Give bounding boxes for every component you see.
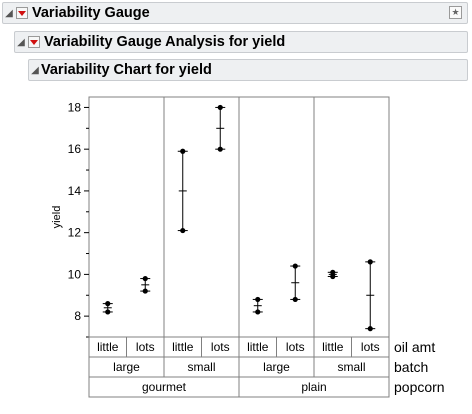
- factor-level-label: little: [322, 340, 344, 354]
- pin-icon[interactable]: ★: [449, 6, 462, 19]
- red-triangle-menu-icon[interactable]: [28, 36, 40, 48]
- data-point: [367, 259, 373, 265]
- factor-level-label: large: [113, 360, 140, 374]
- factor-level-label: little: [247, 340, 269, 354]
- data-point: [105, 301, 111, 307]
- data-point: [255, 309, 261, 315]
- factor-level-label: lots: [361, 340, 380, 354]
- data-point: [330, 269, 336, 275]
- factor-name: popcorn: [394, 379, 445, 395]
- outline-title: Variability Chart for yield: [41, 62, 212, 78]
- data-point: [142, 275, 148, 282]
- triangle-down-icon[interactable]: ◢: [31, 64, 39, 76]
- data-point: [255, 296, 261, 303]
- factor-level-label: small: [187, 360, 215, 374]
- data-point: [330, 273, 336, 280]
- triangle-down-icon[interactable]: ◢: [5, 7, 13, 19]
- y-tick-label: 10: [68, 267, 82, 281]
- data-point: [105, 309, 111, 315]
- factor-level-label: lots: [286, 340, 305, 354]
- outline-header-gauge-analysis[interactable]: ◢ Variability Gauge Analysis for yield: [14, 31, 468, 53]
- factor-level-label: plain: [301, 380, 326, 394]
- y-tick-label: 18: [68, 100, 82, 114]
- factor-level-label: small: [337, 360, 365, 374]
- data-point: [180, 148, 186, 154]
- red-triangle-menu-icon[interactable]: [16, 7, 28, 19]
- outline-header-variability-chart[interactable]: ◢ Variability Chart for yield: [28, 59, 468, 81]
- outline-title: Variability Gauge Analysis for yield: [44, 34, 286, 50]
- data-point: [142, 288, 148, 294]
- factor-level-label: large: [263, 360, 290, 374]
- data-point: [292, 296, 298, 303]
- factor-level-label: lots: [136, 340, 155, 354]
- factor-name: batch: [394, 359, 428, 375]
- factor-level-label: lots: [211, 340, 230, 354]
- data-point: [292, 263, 298, 269]
- outline-header-variability-gauge[interactable]: ◢ Variability Gauge ★: [2, 2, 468, 24]
- factor-level-label: little: [97, 340, 119, 354]
- y-tick-label: 14: [68, 184, 82, 198]
- factor-level-label: little: [172, 340, 194, 354]
- y-tick-label: 16: [68, 142, 82, 156]
- data-point: [180, 227, 186, 234]
- data-point: [217, 146, 223, 152]
- outline-title: Variability Gauge: [32, 5, 150, 21]
- y-axis-label: yield: [51, 206, 63, 229]
- y-tick-label: 12: [68, 226, 82, 240]
- triangle-down-icon[interactable]: ◢: [17, 36, 25, 48]
- factor-level-label: gourmet: [142, 380, 187, 394]
- factor-name: oil amt: [394, 339, 435, 355]
- y-tick-label: 8: [74, 309, 81, 323]
- data-point: [217, 104, 223, 111]
- data-point: [367, 326, 373, 332]
